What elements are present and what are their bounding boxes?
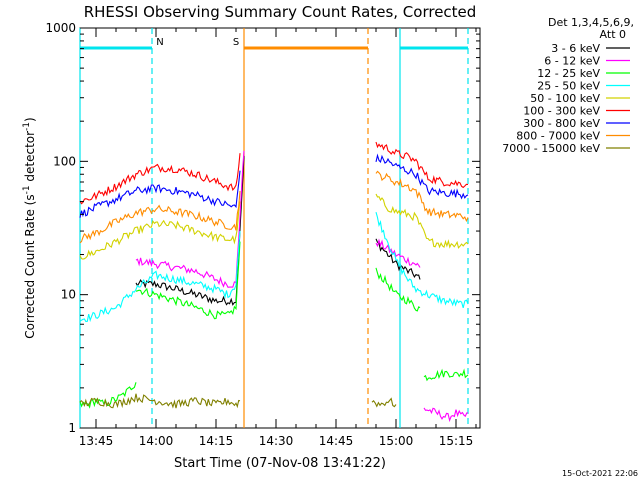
- y-axis-label: Corrected Count Rate (s-1 detector-1): [22, 117, 37, 338]
- legend-header-line: Det 1,3,4,5,6,9,: [548, 16, 634, 29]
- series-line: [423, 407, 469, 423]
- series-line: [135, 241, 241, 320]
- legend-entry-label: 6 - 12 keV: [544, 55, 600, 68]
- x-tick-label: 14:45: [319, 434, 354, 448]
- x-tick-label: 13:45: [79, 434, 114, 448]
- legend-entry-label: 300 - 800 keV: [523, 117, 600, 130]
- x-axis: 13:45 14:00 14:15 14:30 14:45 15:00 15:15: [79, 28, 477, 448]
- series-line: [79, 170, 241, 218]
- series-line: [135, 150, 245, 288]
- series-line: [375, 153, 469, 200]
- x-tick-label: 14:30: [259, 434, 294, 448]
- y-tick-label: 100: [53, 154, 76, 168]
- y-tick-label: 1: [68, 421, 76, 435]
- y-axis-label-superscript: -1: [22, 122, 32, 131]
- legend-entry-label: 12 - 25 keV: [537, 67, 600, 80]
- flag-label: N: [156, 37, 163, 48]
- flag-label: S: [233, 37, 239, 48]
- y-axis-label-part: detector: [23, 131, 37, 186]
- legend-entry-label: 25 - 50 keV: [537, 80, 600, 93]
- series-line: [375, 170, 469, 223]
- flag-markers: [79, 28, 469, 428]
- series-line: [375, 141, 469, 189]
- footer-timestamp: 15-Oct-2021 22:06: [562, 469, 638, 478]
- legend-entry-label: 7000 - 15000 keV: [502, 142, 600, 155]
- x-tick-label: 15:15: [439, 434, 474, 448]
- y-axis-label-part: Corrected Count Rate (s: [23, 194, 37, 338]
- series-lines: [79, 141, 469, 423]
- series-line: [375, 193, 469, 249]
- series-line: [423, 368, 469, 382]
- legend-entry-label: 100 - 300 keV: [523, 105, 600, 118]
- series-line: [375, 238, 421, 268]
- series-line: [371, 397, 397, 408]
- x-tick-label: 14:00: [139, 434, 174, 448]
- series-line: [375, 211, 469, 309]
- series-line: [79, 153, 241, 205]
- y-tick-label: 10: [61, 288, 76, 302]
- x-axis-label: Start Time (07-Nov-08 13:41:22): [174, 456, 386, 471]
- series-line: [79, 231, 241, 323]
- legend-entry-label: 3 - 6 keV: [551, 42, 600, 55]
- y-tick-label: 1000: [45, 21, 76, 35]
- series-line: [79, 190, 241, 244]
- series-line: [79, 201, 241, 260]
- series-line: [135, 155, 245, 306]
- series-line: [375, 267, 421, 312]
- legend-header-line: Att 0: [600, 28, 626, 41]
- chart-title: RHESSI Observing Summary Count Rates, Co…: [84, 3, 477, 21]
- x-tick-label: 15:00: [379, 434, 414, 448]
- series-line: [375, 238, 421, 280]
- y-axis-label-part: ): [23, 117, 37, 122]
- y-axis-label-superscript: -1: [22, 185, 32, 194]
- x-tick-label: 14:15: [199, 434, 234, 448]
- series-line: [79, 393, 241, 409]
- legend-entry-label: 800 - 7000 keV: [516, 130, 600, 143]
- series-line: [79, 382, 137, 409]
- y-axis: 1 10 100 1000: [45, 21, 480, 435]
- legend-entry-label: 50 - 100 keV: [530, 92, 600, 105]
